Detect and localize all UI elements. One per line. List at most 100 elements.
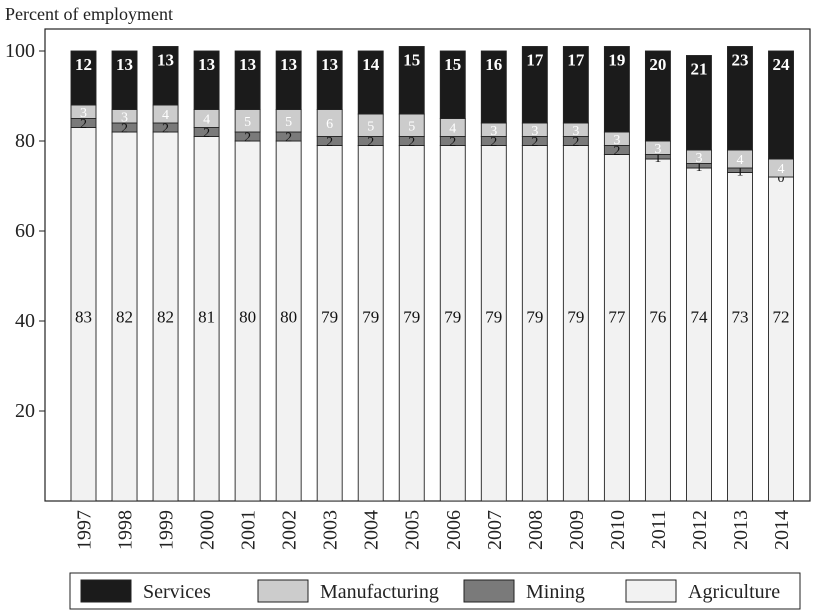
bar-services-2002: [275, 50, 302, 110]
legend-label-agriculture: Agriculture: [688, 581, 780, 603]
data-label-manufacturing-2007: 3: [490, 124, 497, 139]
bar-agriculture-2014: [768, 176, 794, 502]
data-label-services-2003: 13: [321, 55, 338, 74]
data-label-agriculture-2002: 80: [280, 308, 297, 327]
legend-label-services: Services: [143, 581, 211, 603]
bar-services-2006: [439, 50, 466, 119]
data-label-agriculture-1998: 82: [116, 308, 133, 327]
y-tick-label: 100: [5, 40, 35, 62]
data-label-agriculture-2004: 79: [362, 308, 379, 327]
x-tick-label: 2003: [320, 510, 342, 550]
data-label-manufacturing-2010: 3: [613, 133, 620, 148]
data-label-services-2005: 15: [403, 51, 420, 70]
data-label-manufacturing-1997: 3: [80, 106, 87, 121]
data-label-manufacturing-2006: 4: [449, 122, 456, 137]
x-tick-label: 2004: [361, 510, 383, 550]
data-label-services-2010: 19: [608, 51, 625, 70]
data-label-agriculture-2012: 74: [690, 308, 708, 327]
data-label-manufacturing-1998: 3: [121, 110, 128, 125]
data-label-manufacturing-2009: 3: [572, 124, 579, 139]
data-label-agriculture-2005: 79: [403, 308, 420, 327]
x-tick-label: 2008: [525, 510, 547, 550]
data-label-mining-2007: 2: [490, 135, 497, 150]
data-label-manufacturing-2013: 4: [736, 153, 743, 168]
x-tick-label: 2011: [648, 510, 670, 549]
bar-agriculture-2010: [603, 154, 630, 502]
data-label-agriculture-2011: 76: [649, 308, 666, 327]
bar-agriculture-1999: [152, 131, 179, 502]
data-label-manufacturing-2005: 5: [408, 119, 415, 134]
x-tick-label: 1997: [74, 510, 96, 550]
data-label-services-1999: 13: [157, 51, 174, 70]
data-label-mining-2014: 0: [778, 171, 785, 186]
data-label-agriculture-2000: 81: [198, 308, 215, 327]
bar-services-2004: [357, 50, 384, 115]
data-label-agriculture-2009: 79: [567, 308, 584, 327]
bar-agriculture-2012: [686, 167, 712, 502]
bar-agriculture-2001: [234, 140, 261, 502]
data-label-mining-2002: 2: [285, 131, 292, 146]
data-label-agriculture-2010: 77: [608, 308, 626, 327]
data-label-mining-2009: 2: [572, 135, 579, 150]
data-label-manufacturing-2000: 4: [203, 113, 210, 128]
legend-label-mining: Mining: [526, 581, 585, 603]
y-tick-label: 80: [15, 130, 35, 152]
x-tick-label: 2013: [730, 510, 752, 550]
data-label-mining-2010: 2: [613, 144, 620, 159]
bar-services-1999: [152, 46, 179, 106]
data-label-mining-2003: 2: [326, 135, 333, 150]
bar-agriculture-2005: [398, 145, 425, 502]
x-tick-label: 2002: [279, 510, 301, 550]
data-label-services-2007: 16: [485, 55, 502, 74]
data-label-mining-2013: 1: [736, 164, 743, 179]
bar-services-2013: [727, 46, 753, 151]
data-label-agriculture-2001: 80: [239, 308, 256, 327]
data-label-services-2006: 15: [444, 55, 461, 74]
data-label-mining-2001: 2: [244, 131, 251, 146]
data-label-manufacturing-2001: 5: [244, 115, 251, 130]
data-label-services-2000: 13: [198, 55, 215, 74]
legend-box: [69, 572, 801, 610]
bar-services-2010: [603, 46, 630, 133]
data-label-services-2001: 13: [239, 55, 256, 74]
data-label-mining-1999: 2: [162, 122, 169, 137]
data-label-mining-1997: 2: [80, 117, 87, 132]
x-tick-label: 2010: [607, 510, 629, 550]
data-label-services-2008: 17: [526, 51, 544, 70]
bar-services-2011: [644, 50, 671, 142]
legend-swatch-manufacturing: [257, 579, 309, 603]
data-label-services-1997: 12: [75, 55, 92, 74]
bar-services-2012: [686, 55, 712, 151]
plot-frame: [44, 28, 811, 502]
data-label-mining-2012: 1: [695, 160, 702, 175]
data-label-services-2011: 20: [649, 55, 666, 74]
bar-services-2014: [768, 50, 794, 160]
bar-agriculture-2008: [521, 145, 548, 502]
data-label-services-2013: 23: [731, 51, 748, 70]
data-label-manufacturing-2002: 5: [285, 115, 292, 130]
legend: Services Manufacturing Mining Agriculture: [69, 572, 801, 610]
x-tick-label: 1998: [115, 510, 137, 550]
data-label-services-2004: 14: [362, 55, 380, 74]
data-label-manufacturing-2008: 3: [531, 124, 538, 139]
data-label-mining-2000: 2: [203, 126, 210, 141]
legend-swatch-services: [80, 579, 132, 603]
bar-services-2000: [193, 50, 220, 110]
x-tick-label: 2000: [197, 510, 219, 550]
x-tick-label: 2007: [484, 510, 506, 550]
bar-services-2007: [480, 50, 507, 124]
bar-agriculture-2011: [644, 158, 671, 502]
bar-services-2005: [398, 46, 425, 115]
bar-services-2008: [521, 46, 548, 124]
x-tick-label: 2001: [238, 510, 260, 550]
bar-services-1998: [111, 50, 138, 110]
data-label-manufacturing-2011: 3: [654, 142, 661, 157]
x-tick-label: 2006: [443, 510, 465, 550]
data-label-services-2009: 17: [567, 51, 585, 70]
bar-services-2003: [316, 50, 343, 110]
data-label-mining-2011: 1: [654, 151, 661, 166]
data-label-agriculture-2003: 79: [321, 308, 338, 327]
data-label-mining-2006: 2: [449, 135, 456, 150]
data-label-agriculture-2014: 72: [773, 308, 790, 327]
